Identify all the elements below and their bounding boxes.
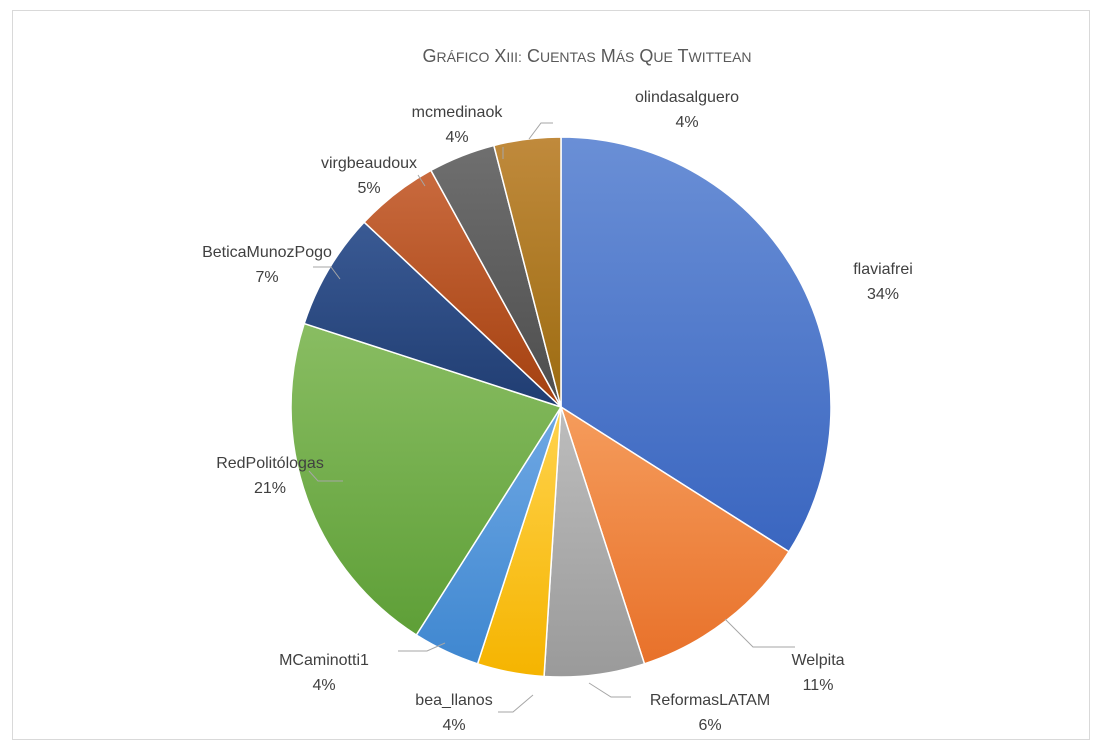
leader-line <box>308 470 343 482</box>
slice-label-percent: 21% <box>254 480 286 497</box>
slice-label-name: mcmedinaok <box>412 104 504 121</box>
pie-slice-redpolit-logas <box>290 322 563 637</box>
slice-label-name: olindasalguero <box>635 89 739 106</box>
leader-line <box>313 266 341 280</box>
slice-label-name: MCaminotti1 <box>279 652 369 669</box>
pie-slice-flaviafrei <box>560 136 832 553</box>
leader-line <box>398 642 446 652</box>
leader-lines <box>308 122 795 713</box>
slice-label-percent: 6% <box>698 717 721 734</box>
leader-line <box>528 122 553 140</box>
slice-label-name: Welpita <box>791 652 844 669</box>
slice-label-percent: 4% <box>442 717 465 734</box>
slice-label-name: bea_llanos <box>415 692 492 709</box>
slice-label-percent: 34% <box>867 286 899 303</box>
chart-title: GRÁFICO XIII: CUENTAS MÁS QUE TWITTEAN <box>422 46 751 66</box>
slice-label-name: BeticaMunozPogo <box>202 244 332 261</box>
pie-slices <box>290 136 832 678</box>
data-labels: flaviafrei 34% Welpita 11% ReformasLATAM 6% be… <box>202 89 913 734</box>
leader-line <box>724 618 795 648</box>
slice-label-percent: 11% <box>803 677 834 694</box>
pie-slice-olindasalguero <box>492 136 562 408</box>
slice-label-name: RedPolitólogas <box>216 455 324 472</box>
leader-line <box>588 682 631 698</box>
chart-frame: GRÁFICO XIII: CUENTAS MÁS QUE TWITTEAN f… <box>12 10 1090 740</box>
slice-label-percent: 4% <box>312 677 335 694</box>
slice-label-percent: 5% <box>357 180 380 197</box>
slice-label-percent: 4% <box>445 129 468 146</box>
leader-line <box>498 694 534 713</box>
slice-label-percent: 7% <box>255 269 278 286</box>
pie-chart: GRÁFICO XIII: CUENTAS MÁS QUE TWITTEAN f… <box>202 46 913 734</box>
slice-label-name: ReformasLATAM <box>650 692 770 709</box>
leader-line <box>417 174 426 187</box>
pie-slice-beticamunozpogo <box>303 221 562 408</box>
slice-label-name: virgbeaudoux <box>321 155 417 172</box>
slice-label-name: flaviafrei <box>853 261 913 278</box>
slice-label-percent: 4% <box>675 114 698 131</box>
